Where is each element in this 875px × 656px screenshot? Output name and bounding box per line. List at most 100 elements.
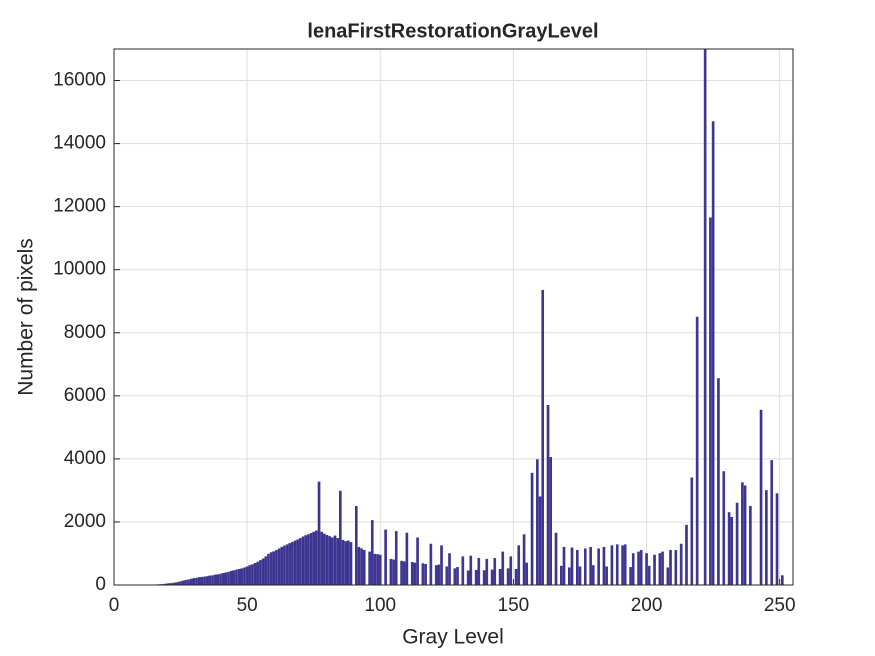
- bar: [549, 457, 553, 586]
- bar: [485, 558, 489, 586]
- bar: [280, 546, 284, 586]
- y-tick-label: 4000: [64, 448, 106, 469]
- x-tick-label: 250: [764, 595, 796, 616]
- x-tick-label: 0: [109, 595, 120, 616]
- bar: [192, 578, 196, 586]
- bar: [400, 560, 403, 586]
- bar: [304, 535, 308, 586]
- bar: [370, 520, 374, 586]
- bar: [331, 537, 334, 586]
- x-tick-label: 50: [237, 595, 258, 616]
- bar: [514, 568, 518, 586]
- bar: [645, 553, 648, 586]
- bar: [759, 409, 763, 586]
- bar: [653, 554, 656, 586]
- bar: [570, 547, 574, 586]
- y-axis-label: Number of pixels: [15, 238, 38, 396]
- bar: [717, 378, 720, 586]
- bar: [299, 538, 302, 586]
- bar: [576, 550, 579, 586]
- y-tick-label: 0: [95, 574, 106, 595]
- bar: [711, 121, 715, 586]
- y-tick-label: 2000: [64, 511, 106, 532]
- bar: [312, 531, 316, 586]
- bar: [357, 546, 361, 586]
- bar: [498, 568, 502, 586]
- bar: [360, 548, 363, 586]
- bar: [288, 543, 292, 586]
- bar: [530, 472, 534, 586]
- x-axis-label: Gray Level: [402, 626, 504, 649]
- bar: [285, 544, 289, 586]
- bar: [376, 554, 379, 586]
- x-tick-label: 200: [631, 595, 663, 616]
- bar: [394, 531, 398, 586]
- bar: [669, 550, 672, 586]
- bar: [315, 530, 318, 586]
- axes-box: [113, 48, 794, 586]
- bar: [269, 552, 273, 586]
- bar: [583, 548, 587, 586]
- bar: [629, 567, 632, 586]
- bar: [501, 551, 505, 586]
- bar: [434, 565, 438, 586]
- bar: [605, 566, 608, 586]
- bar: [775, 493, 779, 586]
- bar: [727, 512, 731, 586]
- bar: [591, 565, 595, 586]
- bar: [349, 542, 353, 586]
- bar: [666, 567, 670, 586]
- bar: [325, 534, 329, 586]
- bar: [602, 546, 606, 586]
- bar: [293, 540, 297, 586]
- bar: [189, 578, 193, 586]
- bar: [482, 570, 486, 586]
- bar: [296, 539, 300, 586]
- bar: [248, 565, 252, 586]
- bar: [362, 550, 366, 586]
- bar: [490, 569, 494, 586]
- bar: [291, 541, 294, 586]
- bar: [749, 505, 752, 586]
- bar: [589, 546, 592, 586]
- bar: [546, 405, 550, 586]
- bar: [208, 575, 212, 586]
- bar: [437, 564, 441, 586]
- bar: [402, 561, 406, 586]
- bar: [541, 289, 545, 586]
- bar: [440, 545, 443, 586]
- bar: [283, 545, 286, 586]
- bar: [522, 534, 526, 586]
- bar: [317, 481, 321, 586]
- bar: [695, 316, 699, 586]
- bar: [661, 551, 664, 586]
- bar: [568, 567, 571, 586]
- bar: [477, 557, 481, 586]
- bar: [264, 556, 268, 586]
- bar: [615, 544, 619, 586]
- bar: [203, 576, 206, 586]
- bar: [597, 548, 600, 586]
- bar: [554, 532, 558, 586]
- y-tick-label: 6000: [64, 385, 106, 406]
- bar: [735, 502, 739, 586]
- bar: [221, 573, 225, 586]
- bar: [647, 565, 651, 586]
- bar: [224, 572, 228, 586]
- bar: [709, 217, 712, 586]
- bar: [639, 550, 643, 586]
- bar: [277, 548, 281, 586]
- bar: [413, 562, 417, 586]
- chart-title: lenaFirstRestorationGrayLevel: [307, 20, 598, 42]
- bar: [466, 570, 470, 586]
- bar: [328, 536, 331, 586]
- bar: [456, 567, 459, 586]
- y-tick-label: 14000: [53, 133, 106, 154]
- bar: [272, 551, 276, 586]
- bar: [690, 477, 694, 586]
- bar: [301, 536, 305, 586]
- bar: [392, 559, 395, 586]
- bar: [461, 556, 465, 586]
- bar: [197, 577, 201, 586]
- bar: [722, 471, 726, 586]
